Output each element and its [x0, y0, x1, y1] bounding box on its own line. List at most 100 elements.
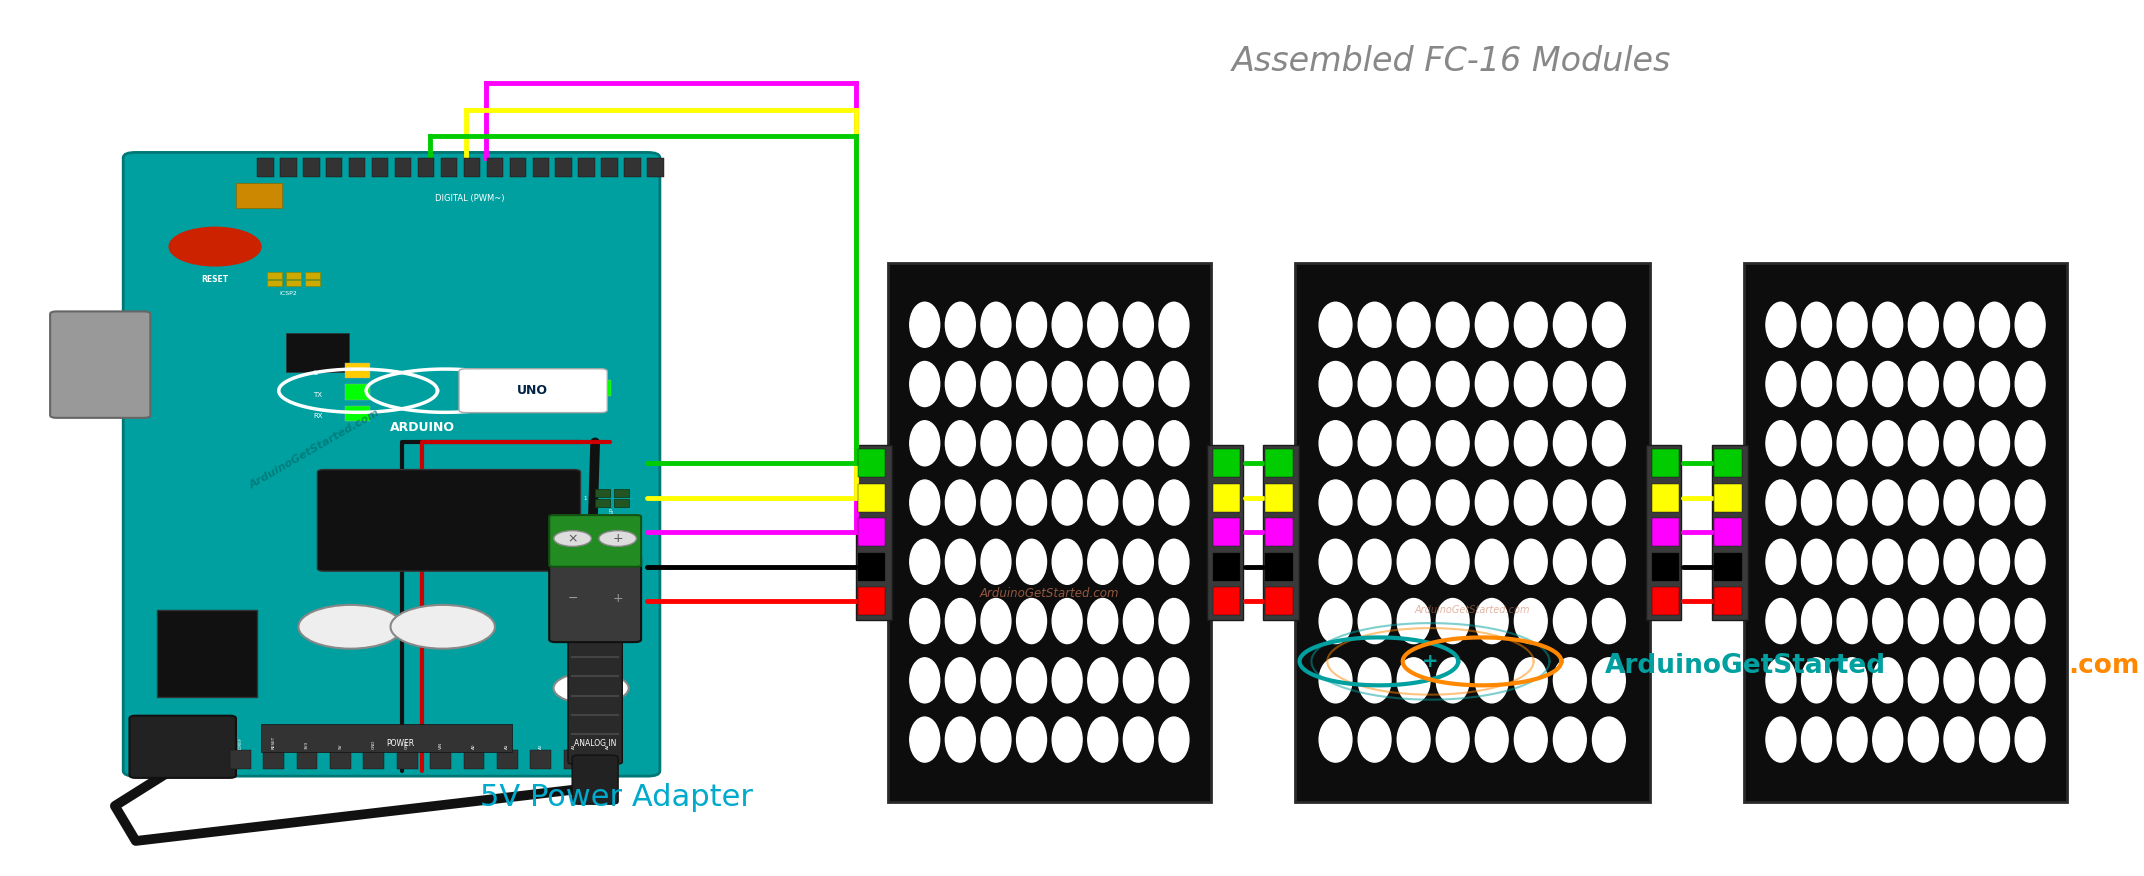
Ellipse shape — [1398, 420, 1430, 466]
FancyBboxPatch shape — [888, 263, 1211, 802]
Ellipse shape — [1554, 362, 1587, 406]
Ellipse shape — [1908, 302, 1938, 347]
Ellipse shape — [1554, 540, 1587, 584]
FancyBboxPatch shape — [572, 755, 617, 804]
Ellipse shape — [1053, 658, 1083, 703]
Ellipse shape — [1767, 302, 1797, 347]
Ellipse shape — [1872, 598, 1902, 644]
Ellipse shape — [1123, 658, 1153, 703]
Bar — [585, 380, 611, 396]
Ellipse shape — [1319, 540, 1353, 584]
Ellipse shape — [1801, 540, 1831, 584]
Ellipse shape — [1398, 658, 1430, 703]
Bar — [304, 280, 319, 286]
Bar — [345, 363, 369, 378]
Ellipse shape — [1979, 362, 2009, 406]
Bar — [1651, 484, 1679, 512]
Text: TX: TX — [313, 392, 322, 398]
Ellipse shape — [1398, 302, 1430, 347]
Ellipse shape — [1872, 540, 1902, 584]
Ellipse shape — [1436, 658, 1469, 703]
Ellipse shape — [1767, 362, 1797, 406]
Circle shape — [169, 228, 262, 266]
Bar — [264, 750, 283, 769]
Bar — [1214, 449, 1241, 477]
Ellipse shape — [1436, 540, 1469, 584]
Ellipse shape — [1016, 658, 1046, 703]
Ellipse shape — [1357, 420, 1391, 466]
FancyBboxPatch shape — [855, 445, 892, 619]
Ellipse shape — [2015, 658, 2045, 703]
Text: 5V Power Adapter: 5V Power Adapter — [480, 782, 753, 812]
Ellipse shape — [1554, 420, 1587, 466]
Ellipse shape — [1087, 420, 1117, 466]
Bar — [345, 384, 369, 399]
Ellipse shape — [1436, 362, 1469, 406]
Bar — [257, 158, 274, 177]
Ellipse shape — [1593, 717, 1625, 762]
Ellipse shape — [1554, 598, 1587, 644]
Ellipse shape — [1087, 717, 1117, 762]
Ellipse shape — [1016, 540, 1046, 584]
Ellipse shape — [1837, 480, 1867, 525]
Ellipse shape — [1160, 420, 1190, 466]
Text: 3V3: 3V3 — [304, 741, 309, 749]
Text: DIGITAL (PWM~): DIGITAL (PWM~) — [435, 194, 504, 202]
Ellipse shape — [1436, 598, 1469, 644]
Bar — [1715, 587, 1741, 615]
Ellipse shape — [1837, 540, 1867, 584]
Ellipse shape — [1837, 658, 1867, 703]
Ellipse shape — [1398, 480, 1430, 525]
Ellipse shape — [1979, 717, 2009, 762]
Bar — [596, 499, 609, 507]
Ellipse shape — [1475, 480, 1507, 525]
Bar — [285, 280, 300, 286]
Ellipse shape — [1319, 420, 1353, 466]
Text: A1: A1 — [506, 744, 510, 749]
Bar — [1715, 519, 1741, 546]
Ellipse shape — [1087, 540, 1117, 584]
Bar — [497, 750, 519, 769]
Bar — [1715, 553, 1741, 581]
Bar — [326, 158, 343, 177]
Ellipse shape — [1357, 658, 1391, 703]
Bar — [1265, 519, 1293, 546]
FancyBboxPatch shape — [1713, 445, 1747, 619]
Bar — [349, 158, 364, 177]
Ellipse shape — [982, 420, 1010, 466]
Ellipse shape — [1908, 420, 1938, 466]
Ellipse shape — [1357, 598, 1391, 644]
Bar — [602, 158, 617, 177]
Ellipse shape — [1837, 362, 1867, 406]
Ellipse shape — [982, 362, 1010, 406]
Ellipse shape — [1319, 598, 1353, 644]
Ellipse shape — [1160, 540, 1190, 584]
Text: ArduinoGetStarted.com: ArduinoGetStarted.com — [249, 407, 382, 491]
Ellipse shape — [1087, 658, 1117, 703]
Ellipse shape — [2015, 480, 2045, 525]
Ellipse shape — [1593, 420, 1625, 466]
Ellipse shape — [1979, 540, 2009, 584]
Bar — [598, 750, 617, 769]
Ellipse shape — [1979, 302, 2009, 347]
Text: IOREF: IOREF — [238, 737, 242, 749]
Bar — [858, 587, 885, 615]
Text: GND: GND — [405, 739, 410, 749]
Ellipse shape — [1319, 362, 1353, 406]
Bar — [1651, 449, 1679, 477]
Text: ANALOG IN: ANALOG IN — [575, 739, 617, 748]
Bar — [530, 750, 551, 769]
Ellipse shape — [1767, 420, 1797, 466]
Ellipse shape — [1398, 717, 1430, 762]
Ellipse shape — [1475, 717, 1507, 762]
Ellipse shape — [2015, 420, 2045, 466]
Ellipse shape — [1514, 362, 1548, 406]
Ellipse shape — [1319, 717, 1353, 762]
Ellipse shape — [1398, 540, 1430, 584]
Text: RX: RX — [313, 413, 324, 420]
Ellipse shape — [1872, 302, 1902, 347]
Circle shape — [298, 605, 403, 648]
Bar — [463, 158, 480, 177]
Bar — [1651, 587, 1679, 615]
Ellipse shape — [1436, 302, 1469, 347]
